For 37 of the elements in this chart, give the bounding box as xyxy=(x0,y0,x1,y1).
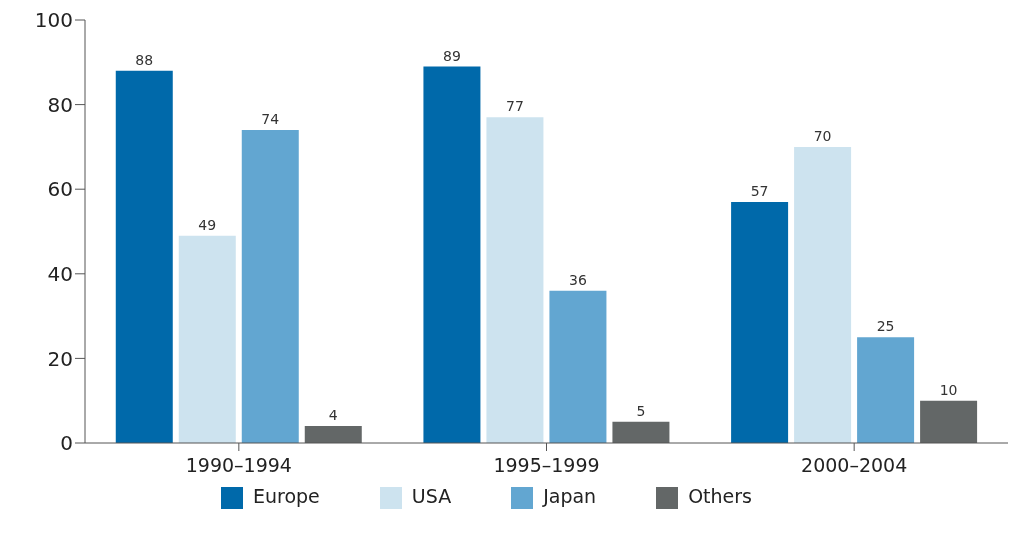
data-label: 49 xyxy=(198,216,217,233)
data-label: 88 xyxy=(135,51,154,68)
y-tick-label: 0 xyxy=(60,431,73,456)
data-label: 36 xyxy=(569,271,587,288)
data-label: 5 xyxy=(636,402,646,419)
bar xyxy=(486,117,544,443)
legend-label: USA xyxy=(411,485,452,507)
bar xyxy=(794,146,852,443)
data-label: 74 xyxy=(261,110,280,127)
y-tick-label: 20 xyxy=(47,346,73,371)
data-label: 77 xyxy=(506,98,524,115)
bar xyxy=(857,337,915,443)
x-tick-label: 1990–1994 xyxy=(185,454,292,477)
x-tick-label: 1995–1999 xyxy=(493,454,600,477)
bar xyxy=(115,70,173,443)
legend-label: Europe xyxy=(252,485,320,507)
bar xyxy=(423,66,481,443)
data-label: 25 xyxy=(876,318,895,335)
data-label: 4 xyxy=(328,407,338,424)
bar xyxy=(612,421,670,443)
data-label: 89 xyxy=(443,47,461,64)
bar xyxy=(920,400,978,443)
data-label: 70 xyxy=(813,127,832,144)
bar xyxy=(304,426,362,443)
x-tick-label: 2000–2004 xyxy=(801,454,908,477)
bar xyxy=(549,290,607,443)
y-tick-label: 100 xyxy=(34,8,73,33)
data-label: 10 xyxy=(939,381,958,398)
y-tick-label: 80 xyxy=(47,92,73,117)
bar xyxy=(731,201,789,443)
legend-label: Others xyxy=(688,485,752,507)
y-tick-label: 60 xyxy=(47,177,73,202)
data-label: 57 xyxy=(750,182,769,199)
bar xyxy=(241,129,299,443)
legend-label: Japan xyxy=(543,485,597,507)
bar xyxy=(178,235,236,443)
y-tick-label: 40 xyxy=(47,261,73,286)
